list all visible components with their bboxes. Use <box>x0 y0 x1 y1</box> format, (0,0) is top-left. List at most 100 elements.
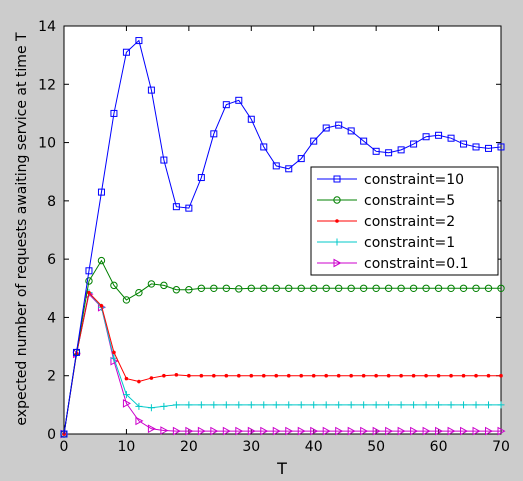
square-marker <box>333 175 341 183</box>
plus-marker <box>322 401 330 409</box>
triangle-marker <box>247 426 256 436</box>
dot-marker <box>299 373 304 378</box>
circle-marker <box>484 284 493 292</box>
plus-marker <box>435 401 443 409</box>
dot-marker <box>286 373 291 378</box>
dot-marker <box>461 373 466 378</box>
square-marker <box>197 174 205 182</box>
circle-marker <box>247 284 255 292</box>
dot-marker <box>424 373 428 378</box>
circle-marker <box>272 284 280 292</box>
dot-marker <box>261 373 266 378</box>
legend-entry: constraint=10 <box>317 172 464 188</box>
x-tick-label: 0 <box>60 439 69 455</box>
plus-marker <box>472 401 480 409</box>
triangle-marker <box>485 426 494 436</box>
legend-entry: constraint=2 <box>317 214 455 230</box>
circle-marker <box>260 284 268 292</box>
x-tick-label: 30 <box>242 439 260 455</box>
triangle-marker <box>410 426 419 436</box>
square-marker <box>460 140 468 148</box>
dot-marker <box>399 373 403 378</box>
triangle-marker <box>447 426 456 436</box>
series-constraint-1 <box>60 289 505 438</box>
dot-marker <box>411 373 416 378</box>
circle-marker <box>347 284 355 292</box>
square-marker <box>472 143 480 151</box>
circle-marker <box>147 280 156 288</box>
circle-marker <box>185 286 193 294</box>
y-tick-label: 4 <box>47 310 56 326</box>
triangle-marker <box>422 426 431 436</box>
circle-marker <box>235 285 243 293</box>
triangle-marker <box>397 426 406 436</box>
triangle-marker <box>160 426 169 435</box>
plus-marker <box>297 401 305 409</box>
circle-marker <box>210 284 218 292</box>
square-marker <box>110 109 118 117</box>
square-marker <box>385 149 393 157</box>
square-marker <box>422 133 430 141</box>
dot-marker <box>486 373 491 378</box>
triangle-marker <box>172 426 181 436</box>
triangle-marker <box>333 258 342 268</box>
circle-marker <box>334 284 343 292</box>
square-marker <box>260 143 268 151</box>
circle-marker <box>222 284 231 292</box>
square-marker <box>335 121 343 129</box>
plus-marker <box>447 401 455 409</box>
triangle-marker <box>185 426 194 436</box>
circle-marker <box>472 284 480 292</box>
circle-marker <box>459 284 468 292</box>
series-constraint-5 <box>60 256 505 438</box>
plus-marker <box>335 401 343 409</box>
dot-marker <box>224 373 229 378</box>
square-marker <box>72 348 80 356</box>
x-tick-label: 60 <box>430 439 448 455</box>
x-tick-label: 70 <box>492 439 510 455</box>
legend-label: constraint=0.1 <box>364 256 469 272</box>
circle-marker <box>297 284 305 292</box>
y-tick-label: 10 <box>38 136 56 152</box>
circle-marker <box>333 196 341 204</box>
square-marker <box>97 188 105 196</box>
dot-marker <box>249 373 254 378</box>
dot-marker <box>112 350 116 355</box>
triangle-marker <box>210 426 219 436</box>
plus-marker <box>135 402 143 410</box>
circle-marker <box>384 284 393 292</box>
square-marker <box>360 137 368 145</box>
y-axis: 0 2 4 6 8 10 12 14 <box>38 19 501 443</box>
plus-marker <box>410 401 418 409</box>
triangle-marker <box>460 426 469 436</box>
plus-marker <box>385 401 393 409</box>
triangle-marker <box>360 426 369 436</box>
circle-marker <box>160 281 168 290</box>
x-tick-label: 40 <box>305 439 323 455</box>
plus-marker <box>360 401 368 409</box>
dot-marker <box>474 373 478 378</box>
circle-marker <box>97 256 106 265</box>
triangle-marker <box>310 426 319 436</box>
dot-marker <box>87 290 91 295</box>
dot-marker <box>336 373 341 378</box>
x-tick-label: 10 <box>118 439 136 455</box>
square-marker <box>297 155 305 163</box>
circle-marker <box>310 284 318 292</box>
dot-marker <box>237 373 241 378</box>
square-marker <box>435 131 443 139</box>
legend-entry: constraint=5 <box>317 193 455 209</box>
square-marker <box>60 430 68 438</box>
y-tick-label: 8 <box>47 194 56 210</box>
circle-marker <box>110 281 118 290</box>
legend-label: constraint=1 <box>364 235 455 251</box>
square-marker <box>485 144 493 152</box>
series-line <box>63 291 501 435</box>
dot-marker <box>62 432 66 436</box>
square-marker <box>310 137 318 145</box>
y-tick-label: 12 <box>38 77 56 93</box>
triangle-marker <box>222 426 231 436</box>
dot-marker <box>162 373 166 378</box>
plus-marker <box>333 238 341 246</box>
circle-marker <box>122 296 131 304</box>
